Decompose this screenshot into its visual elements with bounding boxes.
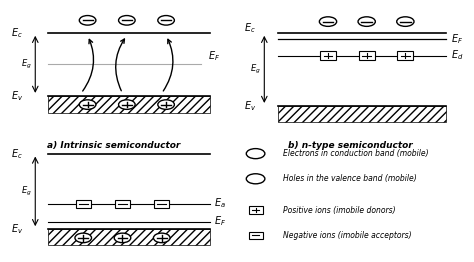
Text: Electrons in conduction band (mobile): Electrons in conduction band (mobile) [283,149,429,158]
Circle shape [75,233,91,243]
Text: $E_c$: $E_c$ [244,21,255,35]
Text: $E_v$: $E_v$ [244,99,256,113]
Circle shape [118,15,135,25]
Circle shape [246,149,265,159]
Text: Holes in the valence band (mobile): Holes in the valence band (mobile) [283,174,417,183]
Circle shape [319,17,337,26]
Text: $E_g$: $E_g$ [21,58,32,71]
Text: $E_F$: $E_F$ [214,215,226,228]
Bar [320,51,336,60]
Text: $E_c$: $E_c$ [11,26,23,40]
FancyArrowPatch shape [116,39,125,91]
Text: $E_d$: $E_d$ [451,49,464,62]
Bar [359,51,374,60]
Bar [278,106,447,122]
Text: $E_c$: $E_c$ [11,147,23,161]
Circle shape [79,100,96,109]
Bar [248,206,263,214]
Bar [48,96,210,113]
Text: $E_F$: $E_F$ [208,49,219,63]
Circle shape [79,15,96,25]
Bar [154,200,169,208]
Text: Positive ions (imobile donors): Positive ions (imobile donors) [283,206,396,215]
Circle shape [158,100,174,109]
Circle shape [118,100,135,109]
Circle shape [246,174,265,184]
Circle shape [154,233,170,243]
Text: $E_a$: $E_a$ [214,196,226,210]
Bar [48,229,210,245]
Bar [115,200,130,208]
Text: $E_v$: $E_v$ [11,222,24,236]
Text: a) Intrinsic semiconductor: a) Intrinsic semiconductor [47,141,181,150]
Text: $E_g$: $E_g$ [250,63,261,76]
Circle shape [358,17,375,26]
Circle shape [114,233,131,243]
Text: $E_g$: $E_g$ [21,185,32,198]
FancyArrowPatch shape [163,39,173,91]
Text: Negative ions (imobile acceptors): Negative ions (imobile acceptors) [283,231,412,240]
Circle shape [158,15,174,25]
Bar [248,232,263,239]
Text: $E_F$: $E_F$ [451,32,463,46]
Bar [397,51,413,60]
Text: $E_v$: $E_v$ [11,89,24,103]
Circle shape [397,17,414,26]
FancyArrowPatch shape [82,39,93,91]
Text: b) n-type semiconductor: b) n-type semiconductor [288,141,413,150]
Bar [75,200,91,208]
